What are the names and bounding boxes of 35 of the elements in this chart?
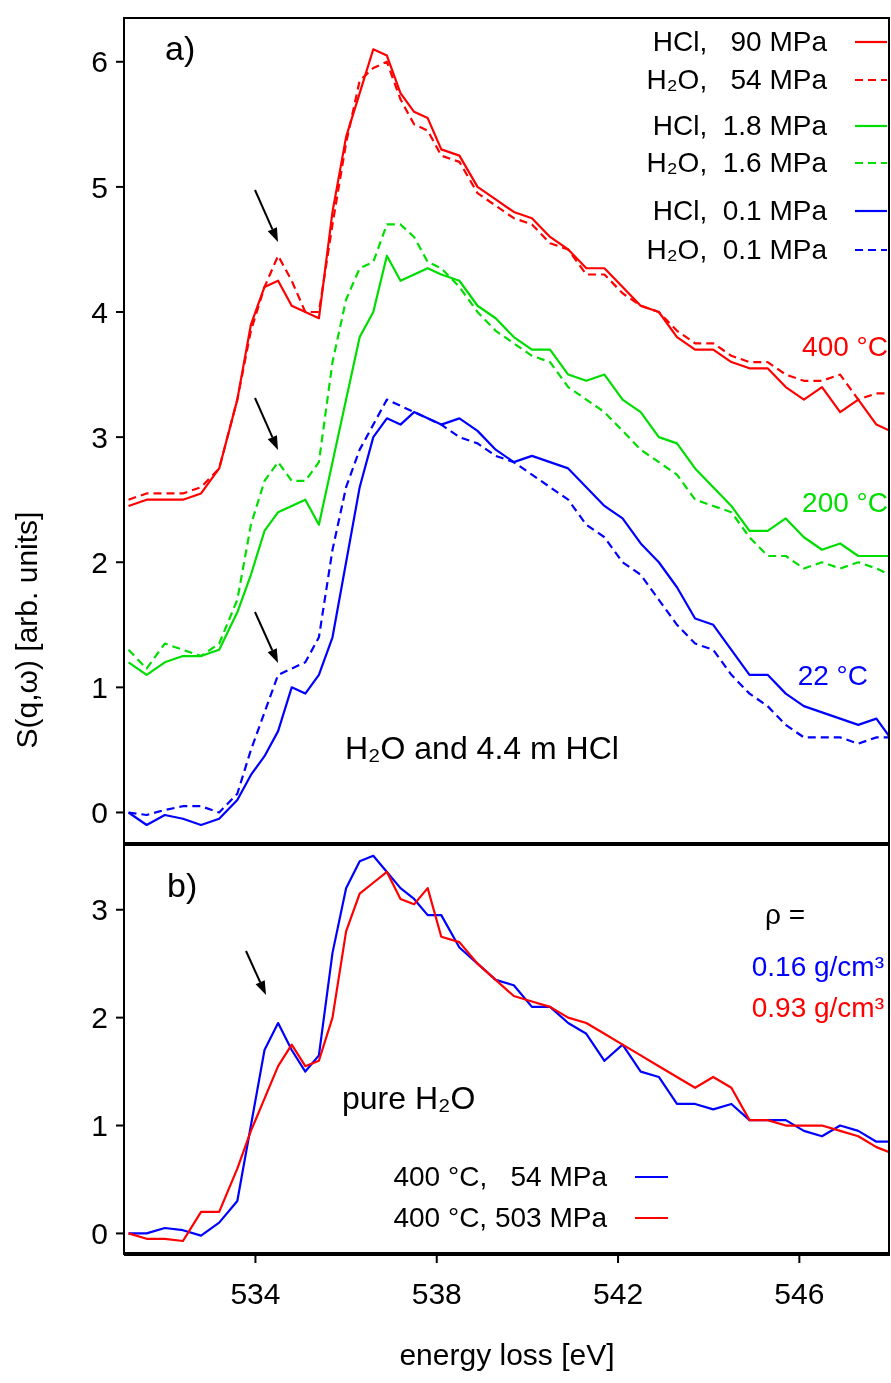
y-tick-label: 6 bbox=[91, 45, 108, 79]
y-tick-label: 0 bbox=[91, 796, 108, 830]
x-tick-label: 542 bbox=[593, 1277, 644, 1311]
annotation: b) bbox=[167, 864, 198, 906]
y-tick-label: 4 bbox=[91, 295, 108, 329]
annotation: 200 °C bbox=[802, 486, 888, 520]
legend-label: H₂O, 1.6 MPa bbox=[646, 146, 827, 180]
annotation: H₂O and 4.4 m HCl bbox=[345, 728, 619, 768]
y-tick-label: 3 bbox=[91, 893, 108, 927]
x-tick-label: 534 bbox=[230, 1277, 281, 1311]
x-tick-label: 546 bbox=[774, 1277, 825, 1311]
y-tick-label: 5 bbox=[91, 170, 108, 204]
legend-label: 400 °C, 54 MPa bbox=[393, 1160, 607, 1194]
annotation: 0.16 g/cm³ bbox=[751, 950, 884, 984]
annotation: 0.93 g/cm³ bbox=[751, 991, 884, 1025]
annotation: 400 °C bbox=[802, 330, 888, 364]
legend-label: H₂O, 0.1 MPa bbox=[646, 233, 827, 267]
legend-label: HCl, 0.1 MPa bbox=[652, 194, 827, 228]
y-axis-title: S(q,ω) [arb. units] bbox=[10, 511, 44, 749]
x-tick-label: 538 bbox=[411, 1277, 462, 1311]
legend-label: H₂O, 54 MPa bbox=[646, 63, 827, 97]
x-axis-title: energy loss [eV] bbox=[399, 1338, 615, 1372]
y-tick-label: 1 bbox=[91, 671, 108, 705]
legend-label: HCl, 1.8 MPa bbox=[652, 109, 827, 143]
y-tick-label: 2 bbox=[91, 545, 108, 579]
y-tick-label: 1 bbox=[91, 1109, 108, 1143]
annotation: 22 °C bbox=[797, 659, 868, 693]
legend-label: HCl, 90 MPa bbox=[652, 25, 827, 59]
legend-label: 400 °C, 503 MPa bbox=[393, 1201, 607, 1235]
annotation: a) bbox=[165, 27, 196, 69]
y-tick-label: 0 bbox=[91, 1217, 108, 1251]
y-tick-label: 3 bbox=[91, 420, 108, 454]
annotation: pure H₂O bbox=[342, 1078, 476, 1118]
annotation: ρ = bbox=[764, 898, 806, 932]
y-tick-label: 2 bbox=[91, 1001, 108, 1035]
